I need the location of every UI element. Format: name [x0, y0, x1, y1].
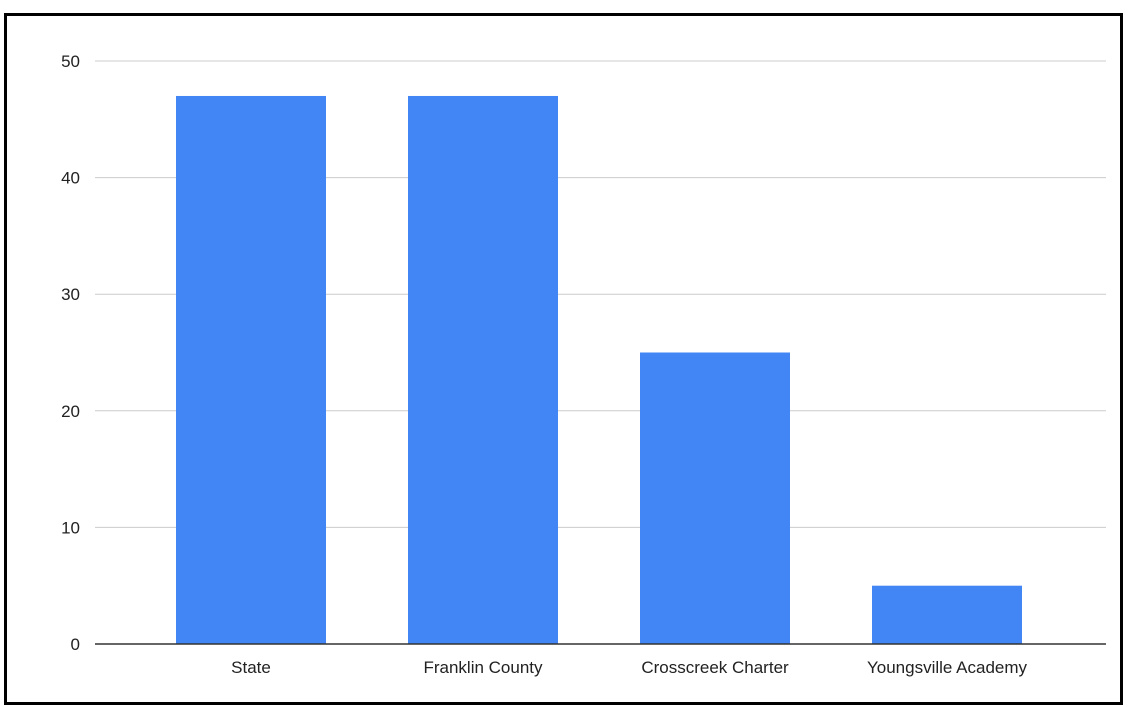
bar-state: [176, 95, 326, 645]
y-tick-label: 40: [61, 169, 80, 188]
bars: [176, 95, 1022, 645]
bar-youngsville-academy: [872, 585, 1022, 644]
x-tick-label: Franklin County: [423, 658, 543, 677]
x-tick-label: Crosscreek Charter: [641, 658, 789, 677]
x-tick-labels: State Franklin County Crosscreek Charter Yo…: [231, 658, 1027, 677]
y-tick-label: 10: [61, 518, 80, 537]
y-tick-labels: 0 10 20 30 40 50: [61, 52, 80, 654]
x-tick-label: Youngsville Academy: [867, 658, 1028, 677]
bar-franklin-county: [408, 95, 558, 645]
y-tick-label: 20: [61, 402, 80, 421]
y-tick-label: 0: [71, 635, 80, 654]
bar-crosscreek-charter: [640, 352, 790, 644]
x-tick-label: State: [231, 658, 271, 677]
y-tick-label: 50: [61, 52, 80, 71]
y-tick-label: 30: [61, 285, 80, 304]
